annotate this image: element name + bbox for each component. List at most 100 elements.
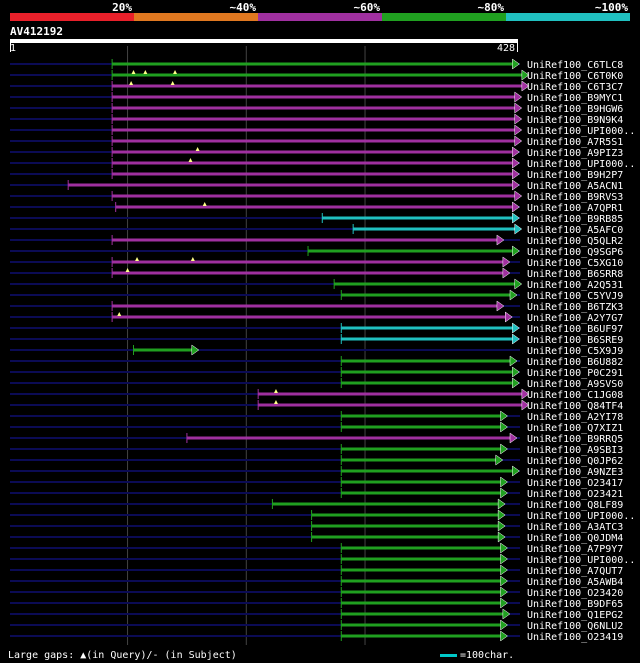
hit-row[interactable]: UniRef100_Q0JDM4: [10, 531, 623, 544]
hit-row[interactable]: UniRef100_A5AWB4: [10, 575, 623, 588]
hit-label[interactable]: UniRef100_B9HGW6: [527, 104, 623, 115]
hit-row[interactable]: UniRef100_B9MYC1: [10, 91, 623, 104]
hit-label[interactable]: UniRef100_Q1EPG2: [527, 610, 623, 621]
hit-row[interactable]: UniRef100_A2Q531: [10, 278, 623, 291]
hit-label[interactable]: UniRef100_Q9SGP6: [527, 247, 623, 258]
hit-label[interactable]: UniRef100_UPI000..: [527, 511, 635, 522]
hit-label[interactable]: UniRef100_P0C291: [527, 368, 623, 379]
hit-label[interactable]: UniRef100_B6TZK3: [527, 302, 623, 313]
hit-label[interactable]: UniRef100_A2YI78: [527, 412, 623, 423]
hit-row[interactable]: UniRef100_Q0JP62: [10, 454, 623, 467]
hit-label[interactable]: UniRef100_C5X9J9: [527, 346, 623, 357]
hit-label[interactable]: UniRef100_B9H2P7: [527, 170, 623, 181]
hit-label[interactable]: UniRef100_O23417: [527, 478, 623, 489]
hit-label[interactable]: UniRef100_Q7XIZ1: [527, 423, 623, 434]
hit-label[interactable]: UniRef100_A5AFC0: [527, 225, 623, 236]
hit-row[interactable]: UniRef100_C1JG08: [10, 388, 623, 401]
hit-label[interactable]: UniRef100_B9N9K4: [527, 115, 623, 126]
hit-row[interactable]: UniRef100_O23420: [10, 586, 623, 599]
hit-row[interactable]: UniRef100_A5AFC0: [10, 223, 623, 236]
hit-row[interactable]: UniRef100_Q5QLR2: [10, 234, 623, 247]
hit-label[interactable]: UniRef100_A2Q531: [527, 280, 623, 291]
hit-label[interactable]: UniRef100_C1JG08: [527, 390, 623, 401]
hit-label[interactable]: UniRef100_C5YVJ9: [527, 291, 623, 302]
hit-label[interactable]: UniRef100_A9SVS0: [527, 379, 623, 390]
hit-row[interactable]: UniRef100_A7P9Y7: [10, 542, 623, 555]
hit-label[interactable]: UniRef100_B6U882: [527, 357, 623, 368]
hit-label[interactable]: UniRef100_Q5QLR2: [527, 236, 623, 247]
hit-row[interactable]: UniRef100_A2YI78: [10, 410, 623, 423]
hit-row[interactable]: UniRef100_C5YVJ9: [10, 289, 623, 302]
hit-label[interactable]: UniRef100_Q8LF89: [527, 500, 623, 511]
hit-row[interactable]: UniRef100_A9SVS0: [10, 377, 623, 390]
hit-row[interactable]: UniRef100_B9DF65: [10, 597, 623, 610]
hit-label[interactable]: UniRef100_A5ACN1: [527, 181, 623, 192]
hit-row[interactable]: UniRef100_A9SBI3: [10, 443, 623, 456]
hit-row[interactable]: UniRef100_Q8LF89: [10, 498, 623, 511]
hit-label[interactable]: UniRef100_A9SBI3: [527, 445, 623, 456]
hit-row[interactable]: UniRef100_C6T3C7: [10, 80, 623, 93]
hit-row[interactable]: UniRef100_B6SRE9: [10, 333, 623, 346]
hit-label[interactable]: UniRef100_O23420: [527, 588, 623, 599]
hit-row[interactable]: UniRef100_O23421: [10, 487, 623, 500]
hit-row[interactable]: UniRef100_Q6NLU2: [10, 619, 623, 632]
hit-row[interactable]: UniRef100_UPI000..: [10, 157, 635, 170]
hit-row[interactable]: UniRef100_C6T0K0: [10, 69, 623, 82]
hit-label[interactable]: UniRef100_B6SRR8: [527, 269, 623, 280]
hit-label[interactable]: UniRef100_B9MYC1: [527, 93, 623, 104]
hit-label[interactable]: UniRef100_Q84TF4: [527, 401, 623, 412]
hit-label[interactable]: UniRef100_B9RVS3: [527, 192, 623, 203]
hit-label[interactable]: UniRef100_C5XG10: [527, 258, 623, 269]
hit-label[interactable]: UniRef100_A7P9Y7: [527, 544, 623, 555]
hit-row[interactable]: UniRef100_A2Y7G7: [10, 311, 623, 324]
hit-row[interactable]: UniRef100_C6TLC8: [10, 58, 623, 71]
hit-row[interactable]: UniRef100_UPI000..: [10, 124, 635, 137]
hit-label[interactable]: UniRef100_C6T3C7: [527, 82, 623, 93]
hit-row[interactable]: UniRef100_UPI000..: [10, 509, 635, 522]
hit-label[interactable]: UniRef100_B6SRE9: [527, 335, 623, 346]
hit-row[interactable]: UniRef100_A7QUT7: [10, 564, 623, 577]
hit-row[interactable]: UniRef100_B6U882: [10, 355, 623, 368]
hit-label[interactable]: UniRef100_Q6NLU2: [527, 621, 623, 632]
hit-row[interactable]: UniRef100_O23417: [10, 476, 623, 489]
hit-label[interactable]: UniRef100_Q0JDM4: [527, 533, 623, 544]
hit-row[interactable]: UniRef100_A9NZE3: [10, 465, 623, 478]
hit-label[interactable]: UniRef100_O23421: [527, 489, 623, 500]
hit-row[interactable]: UniRef100_B9RVS3: [10, 190, 623, 203]
hit-label[interactable]: UniRef100_A9NZE3: [527, 467, 623, 478]
hit-row[interactable]: UniRef100_O23419: [10, 630, 623, 643]
hit-row[interactable]: UniRef100_B6UF97: [10, 322, 623, 335]
hit-row[interactable]: UniRef100_B6TZK3: [10, 300, 623, 313]
hit-label[interactable]: UniRef100_UPI000..: [527, 126, 635, 137]
hit-label[interactable]: UniRef100_A9PIZ3: [527, 148, 623, 159]
hit-label[interactable]: UniRef100_B9RRQ5: [527, 434, 623, 445]
hit-row[interactable]: UniRef100_Q9SGP6: [10, 245, 623, 258]
hit-row[interactable]: UniRef100_A5ACN1: [10, 179, 623, 192]
hit-row[interactable]: UniRef100_B9H2P7: [10, 168, 623, 181]
hit-label[interactable]: UniRef100_B9RB85: [527, 214, 623, 225]
hit-label[interactable]: UniRef100_A3ATC3: [527, 522, 623, 533]
hit-row[interactable]: UniRef100_B6SRR8: [10, 267, 623, 280]
hit-label[interactable]: UniRef100_UPI000..: [527, 159, 635, 170]
hit-label[interactable]: UniRef100_UPI000..: [527, 555, 635, 566]
hit-row[interactable]: UniRef100_A7R5S1: [10, 135, 623, 148]
hit-row[interactable]: UniRef100_C5X9J9: [10, 344, 623, 357]
hit-row[interactable]: UniRef100_B9HGW6: [10, 102, 623, 115]
hit-row[interactable]: UniRef100_Q1EPG2: [10, 608, 623, 621]
hit-row[interactable]: UniRef100_A7QPR1: [10, 201, 623, 214]
hit-row[interactable]: UniRef100_B9RB85: [10, 212, 623, 225]
hit-label[interactable]: UniRef100_A5AWB4: [527, 577, 623, 588]
hit-label[interactable]: UniRef100_Q0JP62: [527, 456, 623, 467]
hit-row[interactable]: UniRef100_C5XG10: [10, 256, 623, 269]
hit-row[interactable]: UniRef100_UPI000..: [10, 553, 635, 566]
hit-label[interactable]: UniRef100_C6TLC8: [527, 60, 623, 71]
hit-label[interactable]: UniRef100_A7QPR1: [527, 203, 623, 214]
hit-label[interactable]: UniRef100_A7QUT7: [527, 566, 623, 577]
hit-label[interactable]: UniRef100_B9DF65: [527, 599, 623, 610]
hit-label[interactable]: UniRef100_C6T0K0: [527, 71, 623, 82]
hit-label[interactable]: UniRef100_O23419: [527, 632, 623, 643]
hit-row[interactable]: UniRef100_A9PIZ3: [10, 146, 623, 159]
hit-label[interactable]: UniRef100_A2Y7G7: [527, 313, 623, 324]
hit-row[interactable]: UniRef100_B9RRQ5: [10, 432, 623, 445]
hit-row[interactable]: UniRef100_Q7XIZ1: [10, 421, 623, 434]
